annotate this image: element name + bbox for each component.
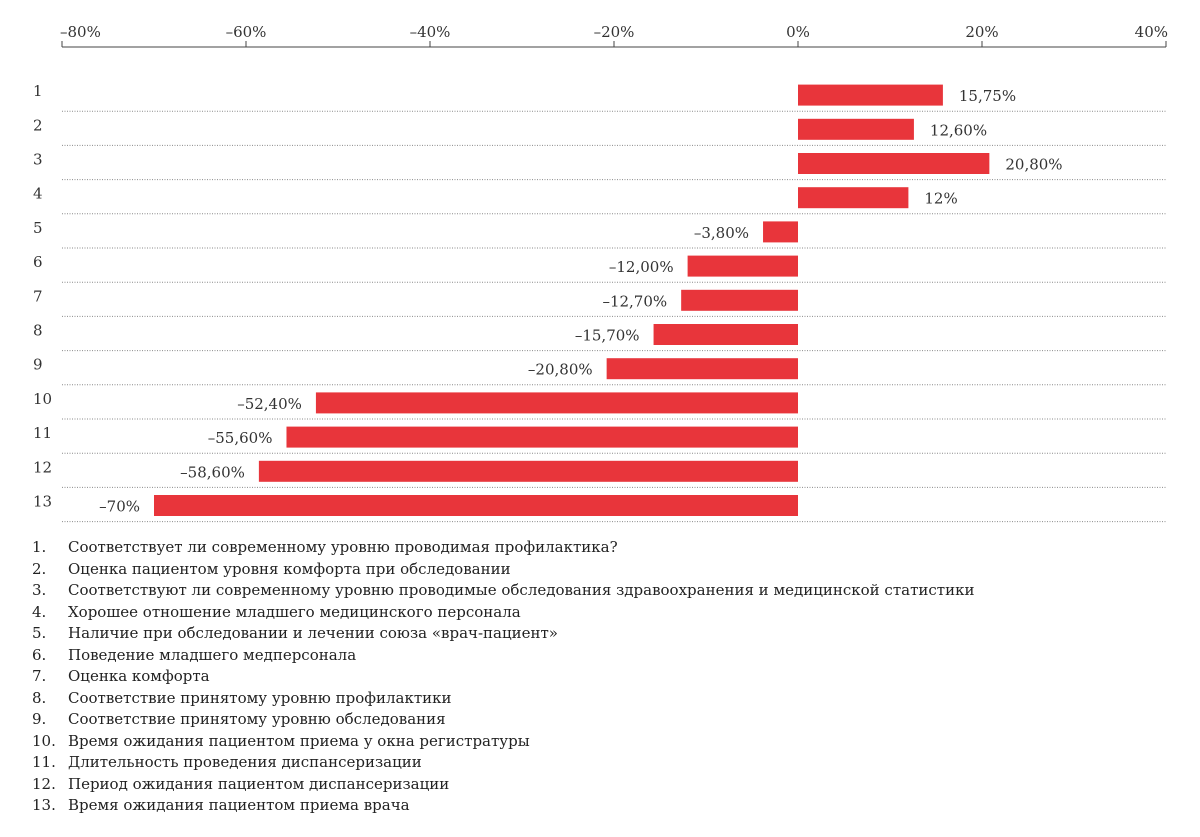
legend-item: 2. Оценка пациентом уровня комфорта при о…: [32, 559, 974, 581]
data-label: –52,40%: [237, 395, 302, 413]
row-number: 10: [33, 390, 52, 408]
bar: [606, 358, 798, 380]
legend-item-number: 11.: [32, 753, 56, 771]
row-number: 11: [33, 424, 52, 442]
legend-item-number: 6.: [32, 645, 47, 664]
x-tick-label: –60%: [226, 23, 267, 41]
bar: [798, 84, 943, 106]
data-label: –12,70%: [602, 292, 667, 310]
legend-item-text: Оценка комфорта: [68, 667, 210, 685]
legend-item: 10. Время ожидания пациентом приема у окн…: [32, 731, 974, 753]
row-number: 2: [33, 116, 43, 134]
data-label: 15,75%: [959, 87, 1016, 105]
bar: [315, 392, 798, 414]
legend-item-number: 2.: [32, 559, 47, 578]
row-number: 8: [33, 322, 43, 340]
legend-item-text: Оценка пациентом уровня комфорта при обс…: [68, 559, 511, 578]
legend-item: 3. Соответствуют ли современному уровню п…: [32, 580, 974, 602]
legend-item-number: 7.: [32, 667, 47, 685]
legend-item-number: 8.: [32, 688, 47, 707]
data-label: –20,80%: [528, 361, 593, 379]
legend-item-text: Соответствие принятому уровню обследован…: [68, 710, 446, 728]
data-label: –12,00%: [609, 258, 674, 276]
legend-item-text: Время ожидания пациентом приема у окна р…: [68, 731, 530, 750]
data-label: –55,60%: [208, 429, 273, 447]
legend-item-number: 3.: [32, 581, 47, 599]
legend-item: 4. Хорошее отношение младшего медицинског…: [32, 602, 974, 624]
row-number: 4: [33, 185, 43, 203]
legend-item-text: Соответствуют ли современному уровню про…: [68, 581, 975, 599]
bar: [681, 289, 798, 311]
legend-item-text: Соответствует ли современному уровню про…: [68, 538, 618, 556]
legend-item-text: Период ожидания пациентом диспансеризаци…: [68, 774, 450, 793]
row-number: 12: [33, 458, 52, 476]
data-label: 20,80%: [1005, 156, 1062, 174]
legend-item-text: Хорошее отношение младшего медицинского …: [68, 602, 521, 621]
row-number: 3: [33, 151, 43, 169]
bar: [687, 255, 798, 277]
row-number: 6: [33, 253, 43, 271]
legend-item: 9. Соответствие принятому уровню обследов…: [32, 709, 974, 731]
data-label: 12%: [924, 190, 957, 208]
x-tick-label: –40%: [410, 23, 451, 41]
row-number: 5: [33, 219, 43, 237]
bar: [154, 495, 798, 516]
x-tick-label: –20%: [594, 23, 635, 41]
legend-item: 8. Соответствие принятому уровню профилак…: [32, 688, 974, 710]
legend-item: 11. Длительность проведения диспансеризац…: [32, 752, 974, 774]
legend-item-number: 5.: [32, 624, 47, 642]
data-label: –15,70%: [575, 327, 640, 345]
legend-item-text: Поведение младшего медперсонала: [68, 645, 357, 664]
x-axis: –80% –60% –40% –20% 0% 20% 40%: [60, 23, 1168, 48]
bar: [653, 324, 798, 345]
bar: [763, 221, 798, 243]
bar: [258, 460, 798, 482]
legend-item-number: 4.: [32, 602, 47, 621]
legend-item-number: 13.: [32, 796, 56, 814]
row-number: 9: [33, 356, 43, 374]
data-label: –3,80%: [694, 224, 749, 242]
x-tick-label: 20%: [965, 23, 998, 41]
legend-item-text: Наличие при обследовании и лечении союза…: [68, 624, 558, 642]
legend-item-number: 9.: [32, 710, 47, 728]
legend-item: 12. Период ожидания пациентом диспансериз…: [32, 774, 974, 796]
bar: [798, 153, 990, 174]
data-label: 12,60%: [930, 121, 987, 139]
x-tick-label: 0%: [786, 23, 810, 41]
bar: [798, 118, 914, 140]
x-tick-label: –80%: [60, 23, 101, 41]
row-number: 1: [33, 82, 43, 100]
legend-item-text: Длительность проведения диспансеризации: [68, 753, 422, 771]
data-label: –70%: [99, 498, 140, 516]
bar-chart: –80% –60% –40% –20% 0% 20% 40% 1 15,75% 2 12,60% 3…: [33, 23, 1168, 523]
row-number: 13: [33, 493, 52, 511]
row-number: 7: [33, 287, 43, 305]
legend-item: 7. Оценка комфорта: [32, 666, 974, 688]
legend-item-text: Соответствие принятому уровню профилакти…: [68, 688, 452, 707]
legend-item-number: 12.: [32, 774, 56, 793]
legend-item-number: 10.: [32, 731, 56, 750]
bar: [286, 426, 798, 448]
legend-item-text: Время ожидания пациентом приема врача: [68, 796, 410, 814]
legend-item: 5. Наличие при обследовании и лечении сою…: [32, 623, 974, 645]
data-label: –58,60%: [180, 463, 245, 481]
bar: [798, 187, 909, 209]
category-legend: 1. Соответствует ли современному уровню п…: [32, 537, 974, 817]
legend-item: 1. Соответствует ли современному уровню п…: [32, 537, 974, 559]
chart-rows: 1 15,75% 2 12,60% 3 20,80% 4 12% 5 –3,80% 6 –12,00%…: [33, 82, 1166, 523]
legend-item: 13. Время ожидания пациентом приема врача: [32, 795, 974, 817]
x-tick-label: 40%: [1135, 23, 1168, 41]
legend-item-number: 1.: [32, 538, 47, 556]
legend-item: 6. Поведение младшего медперсонала: [32, 645, 974, 667]
